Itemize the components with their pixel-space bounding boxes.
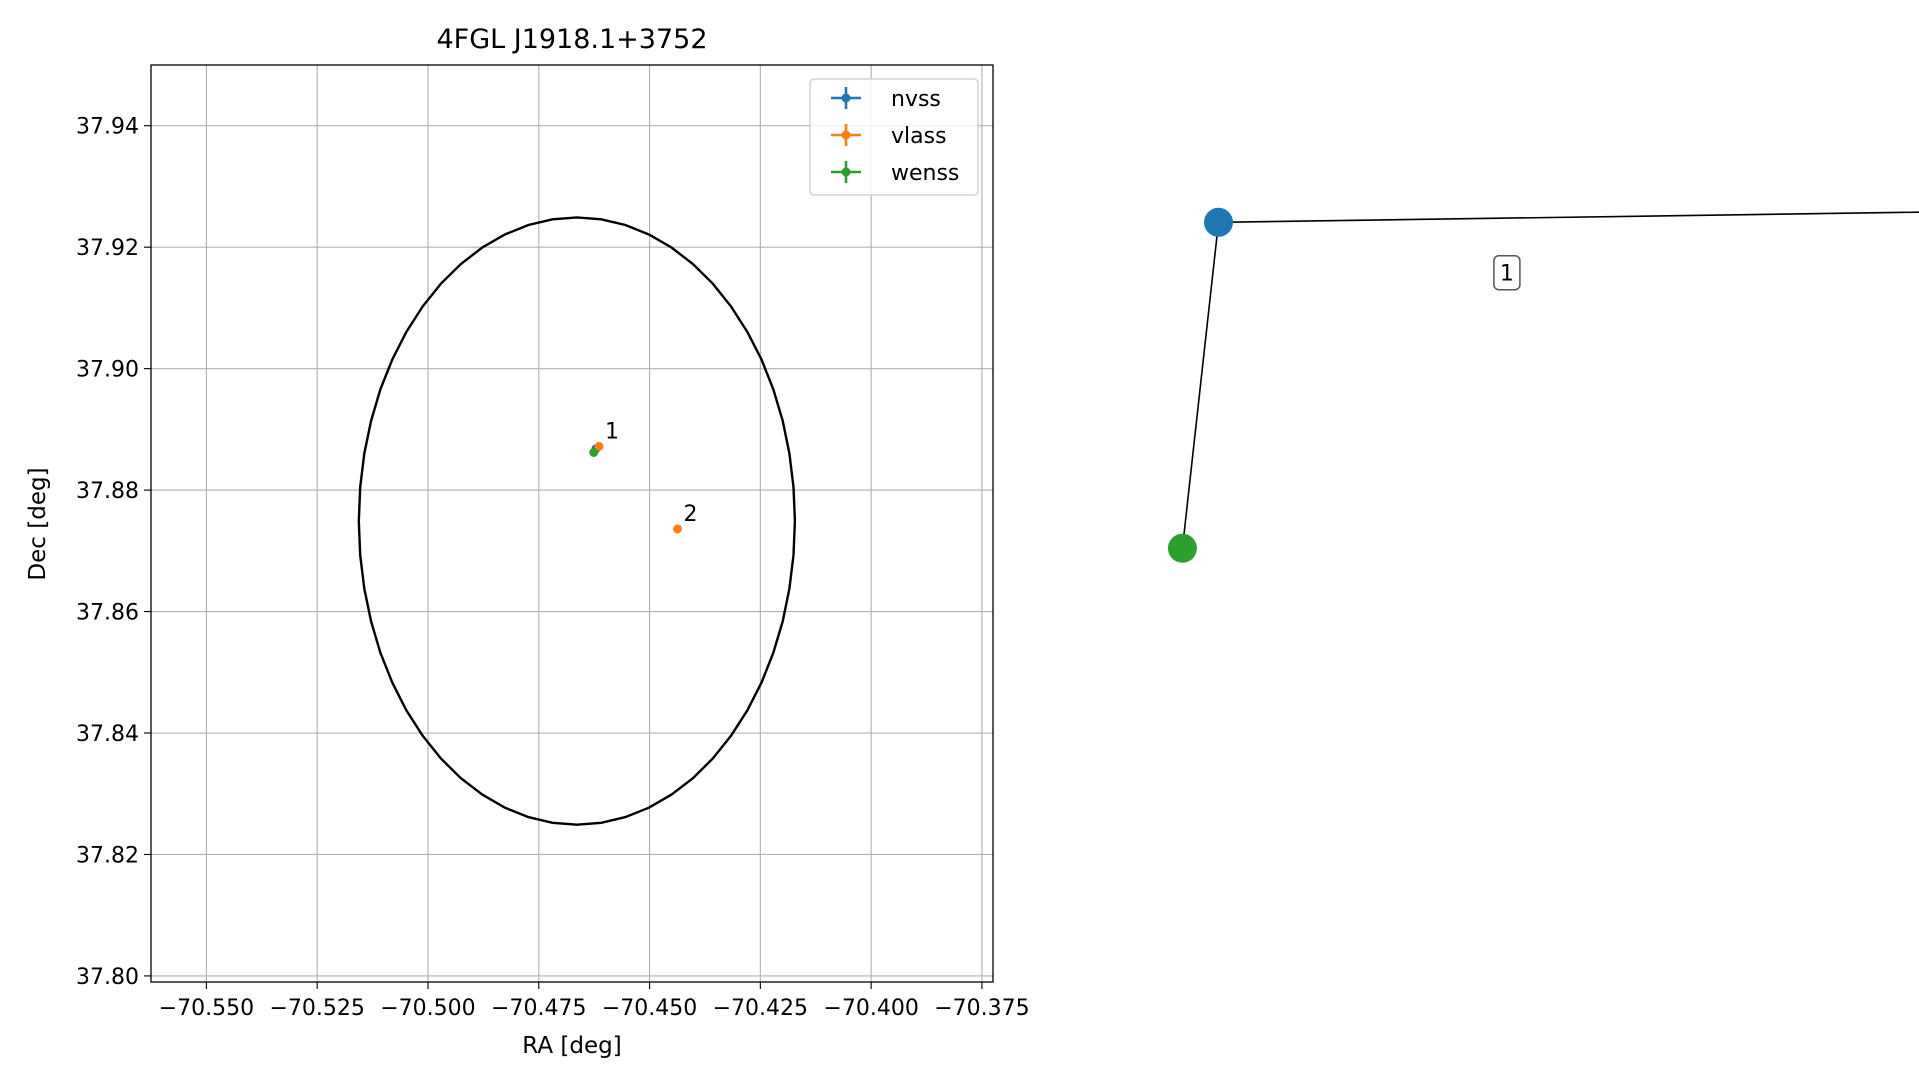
y-tick-label: 37.88 bbox=[76, 479, 139, 504]
graph-node-wenss_1 bbox=[1167, 533, 1197, 563]
x-tick-label: −70.450 bbox=[602, 996, 697, 1021]
graph-group-labels: 12 bbox=[1493, 254, 1521, 291]
axes-frame bbox=[150, 64, 994, 983]
data-points bbox=[589, 441, 682, 534]
data-point-vlass bbox=[594, 441, 604, 451]
grid-lines bbox=[151, 65, 993, 982]
x-tick-label: −70.375 bbox=[934, 996, 1029, 1021]
graph-nodes bbox=[1167, 207, 1233, 563]
graph-edge bbox=[1218, 211, 1919, 224]
x-tick-label: −70.475 bbox=[491, 996, 586, 1021]
group-label-box bbox=[1493, 254, 1521, 291]
graph-edge bbox=[1181, 222, 1220, 549]
legend-label-nvss: nvss bbox=[891, 87, 941, 112]
point-label: 1 bbox=[605, 419, 619, 444]
legend-dot-wenss bbox=[841, 167, 851, 177]
point-labels: 12 bbox=[605, 419, 697, 527]
x-tick-label: −70.550 bbox=[159, 996, 254, 1021]
x-axis-label: RA [deg] bbox=[522, 1033, 621, 1059]
chart-title: 4FGL J1918.1+3752 bbox=[436, 24, 707, 55]
data-point-wenss bbox=[589, 447, 599, 457]
graph-panel: 12 bbox=[1167, 207, 1919, 563]
data-point-vlass bbox=[672, 524, 682, 534]
y-tick-label: 37.90 bbox=[76, 358, 139, 383]
legend-dot-nvss bbox=[841, 93, 851, 103]
y-tick-label: 37.92 bbox=[76, 236, 139, 261]
legend-label-wenss: wenss bbox=[891, 161, 959, 186]
legend-items: nvss vlass wenss bbox=[831, 87, 959, 186]
graph-edges bbox=[1181, 211, 1919, 549]
y-axis-ticks: 37.80 37.82 37.84 37.86 37.88 37.90 37.92 37.94 bbox=[76, 115, 151, 990]
y-tick-label: 37.80 bbox=[76, 965, 139, 990]
group-label-text: 1 bbox=[1500, 262, 1514, 287]
x-tick-label: −70.400 bbox=[823, 996, 918, 1021]
graph-node-nvss_1 bbox=[1204, 207, 1233, 237]
x-tick-label: −70.425 bbox=[713, 996, 808, 1021]
y-tick-label: 37.86 bbox=[76, 601, 139, 626]
y-tick-label: 37.94 bbox=[76, 115, 139, 140]
error-ellipse-outline bbox=[357, 216, 797, 826]
legend-box bbox=[809, 78, 979, 196]
legend: nvss vlass wenss bbox=[809, 78, 979, 196]
x-tick-label: −70.525 bbox=[269, 996, 364, 1021]
legend-dot-vlass bbox=[841, 130, 851, 140]
scatter-panel: 12 −70.550 −70.525 −70.500 −70.475 −70.450 −7… bbox=[25, 24, 1030, 1059]
y-axis-label: Dec [deg] bbox=[25, 467, 51, 580]
point-label: 2 bbox=[683, 502, 697, 527]
y-tick-label: 37.82 bbox=[76, 843, 139, 868]
error-ellipse bbox=[357, 216, 797, 826]
legend-label-vlass: vlass bbox=[891, 124, 947, 149]
y-tick-label: 37.84 bbox=[76, 722, 139, 747]
x-tick-label: −70.500 bbox=[380, 996, 475, 1021]
x-axis-ticks: −70.550 −70.525 −70.500 −70.475 −70.450 −70.4… bbox=[159, 982, 1030, 1021]
